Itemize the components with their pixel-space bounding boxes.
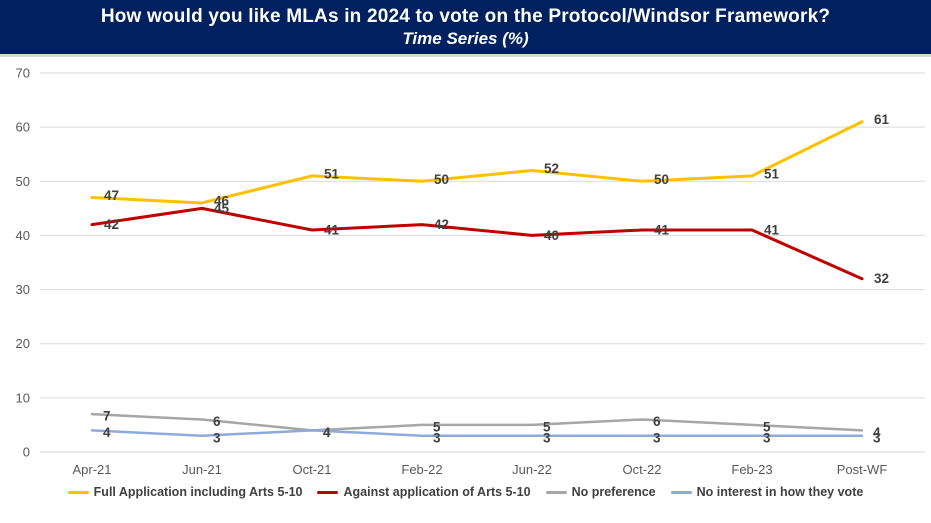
legend-line-swatch-blue <box>670 490 692 494</box>
legend-line-swatch-yellow <box>67 490 89 494</box>
data-label: 3 <box>653 430 661 445</box>
series-line-3 <box>90 429 864 438</box>
x-axis-label: Apr-21 <box>72 462 111 477</box>
x-axis-label: Oct-21 <box>292 462 331 477</box>
data-label: 3 <box>763 430 771 445</box>
x-axis-label: Jun-21 <box>182 462 222 477</box>
data-label: 4 <box>103 425 111 440</box>
data-label: 3 <box>543 430 551 445</box>
y-axis-tick-label: 70 <box>16 66 30 81</box>
chart-title: How would you like MLAs in 2024 to vote … <box>100 5 831 27</box>
y-axis-tick-label: 40 <box>16 228 30 243</box>
data-label: 3 <box>433 430 441 445</box>
y-axis-tick-label: 60 <box>16 120 30 135</box>
legend-label: No preference <box>571 485 656 499</box>
data-label: 50 <box>434 172 449 187</box>
data-label: 61 <box>874 112 890 127</box>
y-axis-tick-label: 20 <box>16 336 30 351</box>
x-axis-label: Feb-22 <box>401 462 442 477</box>
data-label: 42 <box>434 217 449 232</box>
legend-item-against-application: Against application of Arts 5-10 <box>317 485 531 499</box>
y-axis-tick-label: 0 <box>23 445 30 460</box>
legend-item-no-interest: No interest in how they vote <box>670 485 864 499</box>
time-series-line-chart: 0 10 20 30 40 50 60 70 Apr-21 Jun-21 Oct-21 Feb-22 J… <box>16 66 925 477</box>
data-label: 5 <box>543 419 551 434</box>
data-label: 47 <box>104 188 119 203</box>
y-axis-tick-label: 30 <box>16 282 30 297</box>
x-axis-label: Post-WF <box>837 462 888 477</box>
data-label: 3 <box>873 430 881 445</box>
series-line-0 <box>90 120 864 205</box>
x-axis-label: Oct-22 <box>622 462 661 477</box>
data-label: 5 <box>763 419 771 434</box>
data-label: 4 <box>873 425 881 440</box>
series-line-1 <box>90 206 864 281</box>
y-axis-tick-label: 10 <box>16 390 30 405</box>
legend-item-full-application: Full Application including Arts 5-10 <box>67 485 303 499</box>
legend-line-swatch-red <box>317 490 339 494</box>
data-label: 50 <box>654 172 669 187</box>
data-label: 32 <box>874 271 889 286</box>
data-label: 6 <box>653 414 661 429</box>
series-line-2 <box>90 412 864 432</box>
data-label: 42 <box>104 217 119 232</box>
data-label: 3 <box>213 430 221 445</box>
data-label: 6 <box>213 414 221 429</box>
legend-label: Against application of Arts 5-10 <box>343 485 531 499</box>
data-label: 5 <box>433 419 441 434</box>
data-label: 4 <box>323 425 331 440</box>
data-label: 46 <box>214 193 230 208</box>
x-axis-label: Jun-22 <box>512 462 552 477</box>
chart-title-bar: How would you like MLAs in 2024 to vote … <box>0 0 931 57</box>
legend-item-no-preference: No preference <box>545 485 656 499</box>
data-label: 7 <box>103 409 111 424</box>
data-label: 41 <box>654 223 670 238</box>
data-label: 41 <box>764 223 780 238</box>
legend-label: No interest in how they vote <box>696 485 864 499</box>
data-label: 52 <box>544 161 559 176</box>
data-label: 4 <box>323 425 331 440</box>
chart-legend: Full Application including Arts 5-10 Aga… <box>0 485 931 499</box>
data-label: 51 <box>764 166 780 181</box>
y-axis-tick-label: 50 <box>16 174 30 189</box>
legend-line-swatch-gray <box>545 490 567 494</box>
x-axis-label: Feb-23 <box>731 462 772 477</box>
legend-label: Full Application including Arts 5-10 <box>93 485 303 499</box>
data-label: 51 <box>324 166 340 181</box>
data-label: 41 <box>324 223 340 238</box>
data-label: 40 <box>544 228 559 243</box>
data-label: 45 <box>214 201 230 216</box>
chart-subtitle: Time Series (%) <box>402 28 529 48</box>
